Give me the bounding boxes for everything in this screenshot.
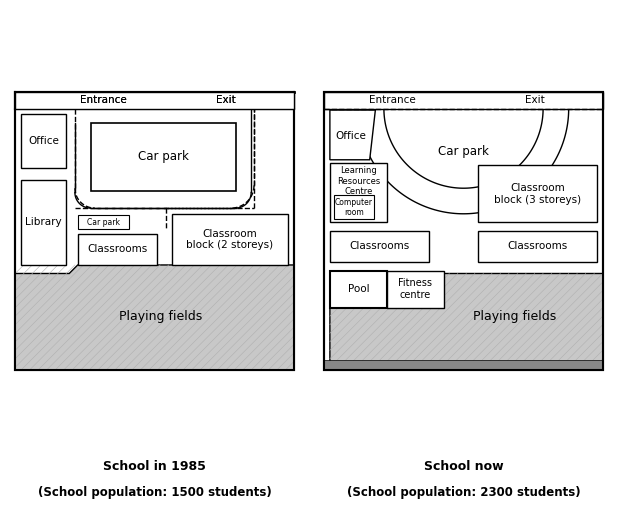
Bar [330, 231, 430, 262]
Text: Playing fields: Playing fields [473, 310, 556, 323]
Bar [15, 91, 294, 109]
Bar [387, 271, 444, 308]
Text: Classroom
block (2 storeys): Classroom block (2 storeys) [186, 229, 273, 250]
Bar [324, 360, 603, 370]
Text: Car park: Car park [438, 145, 489, 158]
Text: Car park: Car park [87, 218, 120, 227]
Polygon shape [330, 273, 603, 370]
Bar [330, 163, 387, 222]
Bar [478, 231, 597, 262]
Text: School in 1985: School in 1985 [103, 460, 206, 473]
Text: Fitness
centre: Fitness centre [398, 279, 432, 300]
Bar [334, 195, 374, 220]
Polygon shape [15, 265, 294, 370]
Text: Classrooms: Classrooms [507, 242, 567, 251]
Bar [21, 114, 66, 168]
Text: Exit: Exit [216, 95, 235, 105]
Text: Classroom
block (3 storeys): Classroom block (3 storeys) [494, 183, 581, 205]
Text: Exit: Exit [525, 95, 544, 105]
Bar [478, 166, 597, 222]
Text: Office: Office [336, 131, 366, 141]
Bar [172, 214, 288, 265]
Bar [324, 91, 603, 109]
Text: Classrooms: Classrooms [350, 242, 410, 251]
Text: Pool: Pool [347, 284, 369, 294]
Text: Playing fields: Playing fields [119, 310, 202, 323]
Polygon shape [330, 110, 375, 160]
Text: Exit: Exit [216, 95, 235, 105]
Text: (School population: 2300 students): (School population: 2300 students) [347, 486, 580, 499]
Text: Office: Office [28, 136, 59, 146]
Text: Library: Library [25, 218, 62, 227]
Bar [91, 123, 235, 191]
Bar [15, 91, 294, 109]
Bar [78, 234, 158, 265]
Text: Car park: Car park [138, 150, 188, 164]
Polygon shape [358, 109, 569, 214]
Text: Computer
room: Computer room [335, 198, 373, 217]
Text: Entrance: Entrance [80, 95, 127, 105]
Text: Entrance: Entrance [369, 95, 416, 105]
Bar [21, 180, 66, 265]
Bar [330, 271, 387, 308]
Text: Learning
Resources
Centre: Learning Resources Centre [337, 166, 380, 196]
Text: Entrance: Entrance [80, 95, 127, 105]
Bar [78, 215, 129, 229]
Text: Classrooms: Classrooms [87, 244, 148, 254]
Text: (School population: 1500 students): (School population: 1500 students) [38, 486, 271, 499]
Text: School now: School now [424, 460, 503, 473]
